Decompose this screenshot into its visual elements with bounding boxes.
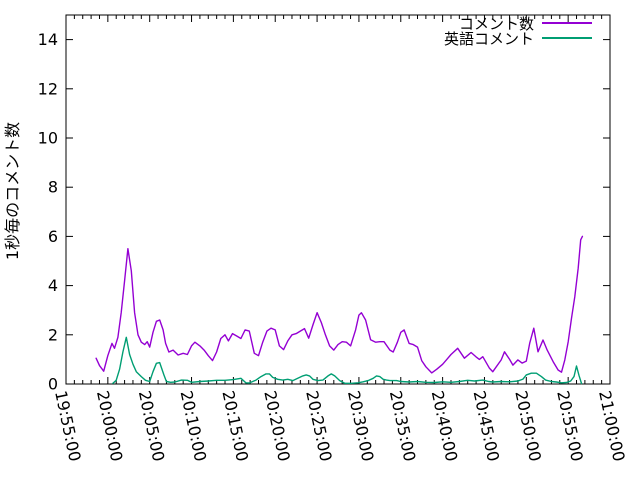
x-tick-label: 20:30:00 xyxy=(344,389,378,463)
y-tick-label: 10 xyxy=(38,129,58,148)
plot-border xyxy=(65,14,611,385)
y-tick-label: 6 xyxy=(48,227,58,246)
y-tick-label: 8 xyxy=(48,178,58,197)
x-tick-label: 20:55:00 xyxy=(553,389,587,463)
legend-item-english-comments: 英語コメント xyxy=(444,30,592,48)
y-tick-label: 0 xyxy=(48,375,58,394)
y-tick-label: 12 xyxy=(38,79,58,98)
x-tick-label: 20:50:00 xyxy=(511,389,545,463)
legend: コメント数 英語コメント xyxy=(444,15,592,48)
x-tick-label: 20:20:00 xyxy=(260,389,294,463)
legend-item-comments: コメント数 xyxy=(444,15,592,33)
x-tick-label: 20:00:00 xyxy=(93,389,127,463)
x-tick-label: 20:35:00 xyxy=(386,389,420,463)
x-tick-label: 21:00:00 xyxy=(595,389,629,463)
legend-label-english-comments: 英語コメント xyxy=(443,29,534,48)
series-line-0 xyxy=(95,235,584,374)
legend-label-comments: コメント数 xyxy=(458,14,534,33)
y-axis-label: 1秒毎のコメント数 xyxy=(3,121,22,261)
x-tick-label: 20:15:00 xyxy=(218,389,252,463)
y-tick-label: 14 xyxy=(38,30,58,49)
x-tick-label: 20:45:00 xyxy=(470,389,504,463)
x-tick-label: 20:25:00 xyxy=(302,389,336,463)
legend-line-sample-english-comments xyxy=(542,37,592,39)
x-tick-label: 20:10:00 xyxy=(177,389,211,463)
y-tick-label: 2 xyxy=(48,325,58,344)
legend-line-sample-comments xyxy=(542,22,592,24)
y-tick-label: 4 xyxy=(48,276,58,295)
x-tick-label: 20:05:00 xyxy=(135,389,169,463)
x-tick-label: 20:40:00 xyxy=(428,389,462,463)
x-tick-label: 19:55:00 xyxy=(51,389,85,463)
series-line-1 xyxy=(112,336,583,385)
